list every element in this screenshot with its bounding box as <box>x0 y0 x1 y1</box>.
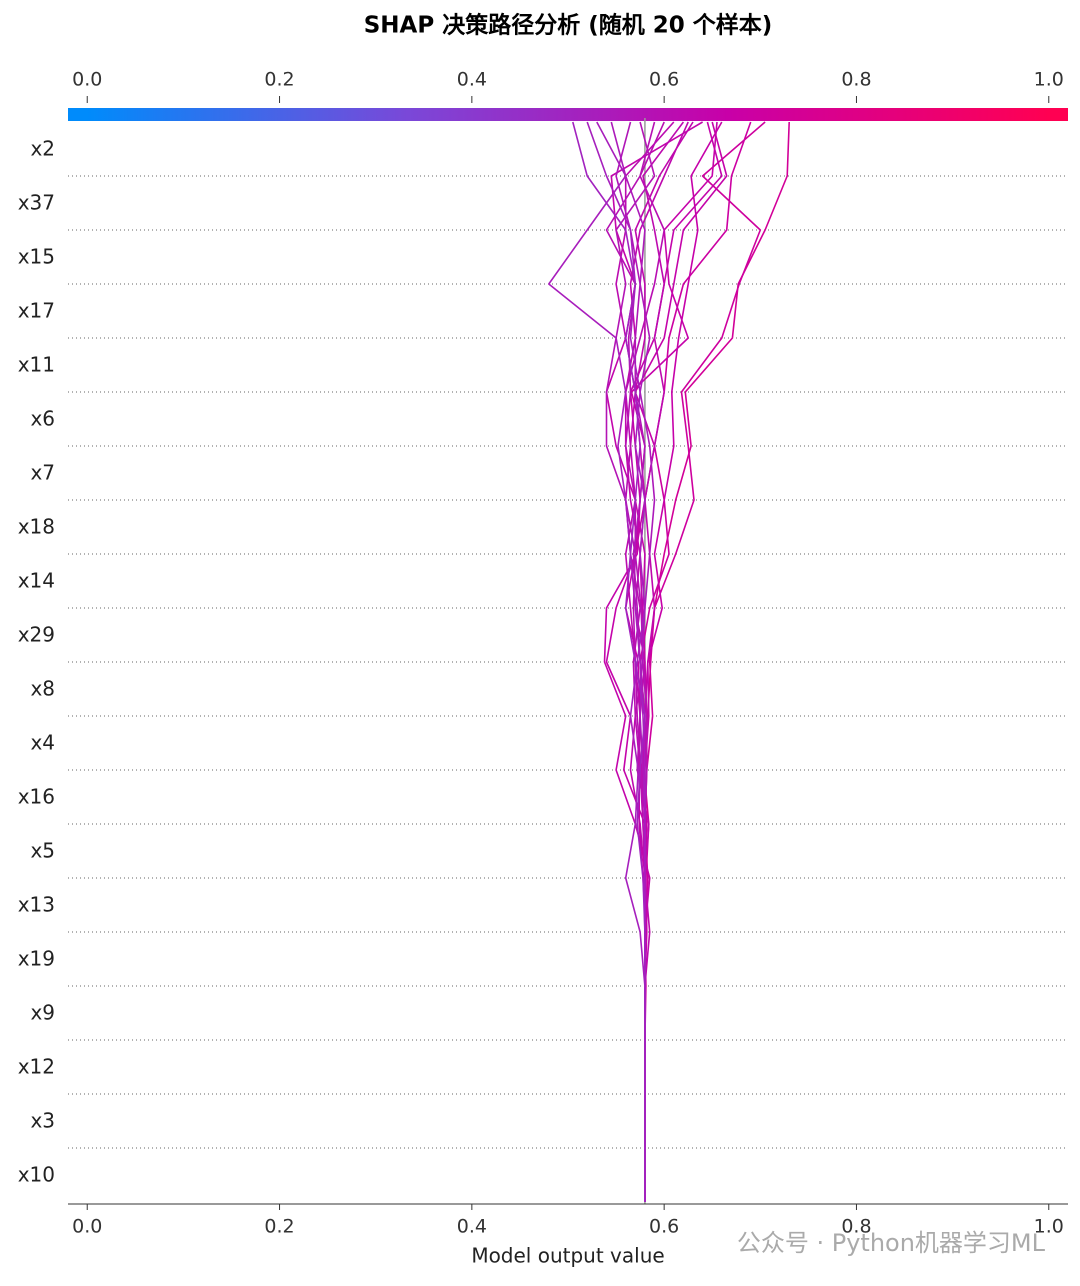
x-tick-label: 1.0 <box>1034 1216 1064 1238</box>
x-tick-label: 0.6 <box>649 1216 679 1238</box>
feature-label: x6 <box>30 407 55 431</box>
colorbar <box>68 108 1068 121</box>
colorbar-tick-label: 0.8 <box>841 69 871 91</box>
feature-label: x37 <box>18 191 55 215</box>
decision-path <box>572 121 646 1202</box>
x-tick-label: 0.0 <box>72 1216 102 1238</box>
feature-label: x9 <box>30 1001 55 1025</box>
colorbar-tick-label: 0.2 <box>264 69 294 91</box>
feature-label: x29 <box>18 623 55 647</box>
feature-label: x2 <box>30 137 55 161</box>
feature-label: x3 <box>30 1109 55 1133</box>
feature-label: x10 <box>18 1163 55 1187</box>
colorbar-tick-label: 1.0 <box>1034 69 1064 91</box>
feature-label: x15 <box>18 245 55 269</box>
x-tick-label: 0.8 <box>841 1216 871 1238</box>
watermark: 公众号 · Python机器学习ML <box>737 1229 1046 1257</box>
x-axis-label: Model output value <box>471 1244 664 1268</box>
colorbar-tick-label: 0.4 <box>457 69 487 91</box>
feature-label: x11 <box>18 353 55 377</box>
colorbar-tick-label: 0.0 <box>72 69 102 91</box>
chart-title: SHAP 决策路径分析 (随机 20 个样本) <box>364 12 773 39</box>
feature-label: x13 <box>18 893 55 917</box>
feature-label: x18 <box>18 515 55 539</box>
feature-label: x17 <box>18 299 55 323</box>
feature-label: x8 <box>30 677 55 701</box>
feature-label: x16 <box>18 785 55 809</box>
feature-label: x7 <box>30 461 55 485</box>
x-tick-label: 0.4 <box>457 1216 487 1238</box>
feature-label: x19 <box>18 947 55 971</box>
colorbar-tick-label: 0.6 <box>649 69 679 91</box>
feature-label: x12 <box>18 1055 55 1079</box>
x-tick-label: 0.2 <box>264 1216 294 1238</box>
feature-label: x14 <box>18 569 55 593</box>
feature-label: x4 <box>30 731 55 755</box>
feature-label: x5 <box>30 839 55 863</box>
